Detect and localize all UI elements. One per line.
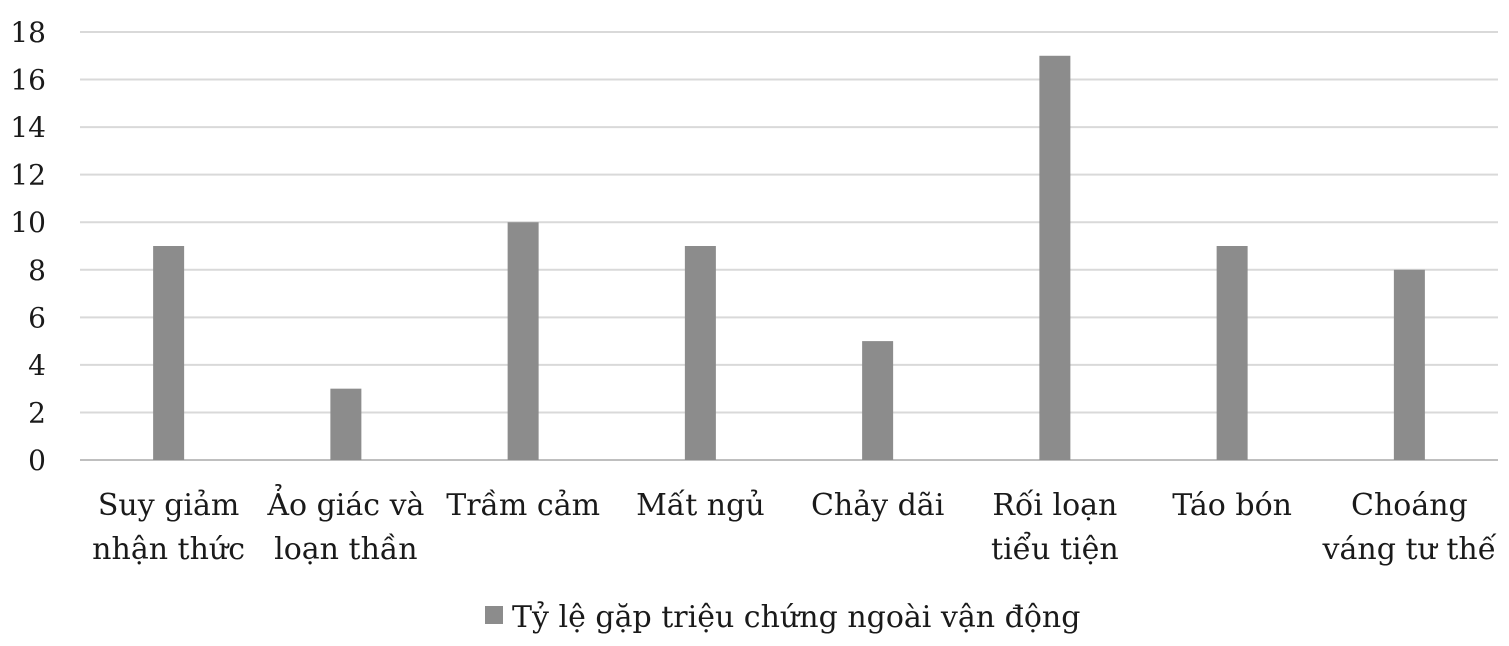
x-category-label: Mất ngủ [636, 488, 765, 523]
bars [153, 55, 1425, 461]
y-tick-label: 12 [10, 159, 46, 192]
y-tick-label: 8 [28, 254, 46, 287]
y-tick-label: 14 [10, 111, 46, 144]
x-category-label-line: nhận thức [92, 532, 245, 567]
x-category-label-line: Suy giảm [98, 488, 240, 523]
y-tick-label: 4 [28, 349, 46, 382]
x-category-label-line: Chảy dãi [811, 488, 944, 523]
y-tick-label: 16 [10, 64, 46, 97]
x-category-label-line: váng tư thế [1322, 532, 1497, 567]
x-category-label: Ảo giác và loạn thần [266, 484, 424, 567]
bar [1393, 269, 1425, 460]
x-category-label: Trầm cảm [446, 488, 600, 523]
x-category-label: Rối loạn tiểu tiện [991, 488, 1119, 567]
gridlines [80, 31, 1498, 461]
x-category-label-line: Táo bón [1172, 488, 1292, 523]
y-tick-label: 10 [10, 206, 46, 239]
bar [153, 246, 185, 460]
legend-label: Tỷ lệ gặp triệu chứng ngoài vận động [512, 600, 1080, 635]
y-tick-label: 18 [10, 16, 46, 49]
legend-swatch [485, 606, 503, 624]
bar [330, 388, 362, 460]
y-axis-tick-labels: 0 2 4 6 8 10 12 14 16 18 [10, 16, 46, 477]
x-category-label-line: tiểu tiện [991, 531, 1119, 567]
x-category-label-line: Trầm cảm [446, 488, 600, 523]
x-category-label-line: Ảo giác và [266, 484, 424, 523]
y-tick-label: 2 [28, 396, 46, 429]
bar [1039, 55, 1071, 461]
x-category-label-line: loạn thần [274, 532, 417, 567]
x-category-label-line: Rối loạn [992, 488, 1117, 523]
y-tick-label: 6 [28, 301, 46, 334]
x-category-label: Suy giảm nhận thức [92, 488, 245, 567]
x-category-label-line: Mất ngủ [636, 488, 765, 523]
y-tick-label: 0 [28, 444, 46, 477]
legend: Tỷ lệ gặp triệu chứng ngoài vận động [485, 600, 1080, 635]
x-category-label: Chảy dãi [811, 488, 944, 523]
bar [1216, 246, 1248, 460]
bar [862, 341, 894, 460]
bar [507, 222, 539, 460]
x-category-label-line: Choáng [1351, 488, 1468, 523]
x-category-label: Táo bón [1172, 488, 1292, 523]
bar [684, 246, 716, 460]
x-category-label: Choáng váng tư thế [1322, 488, 1497, 567]
x-axis-category-labels: Suy giảm nhận thức Ảo giác và loạn thần Trầm… [92, 484, 1497, 567]
